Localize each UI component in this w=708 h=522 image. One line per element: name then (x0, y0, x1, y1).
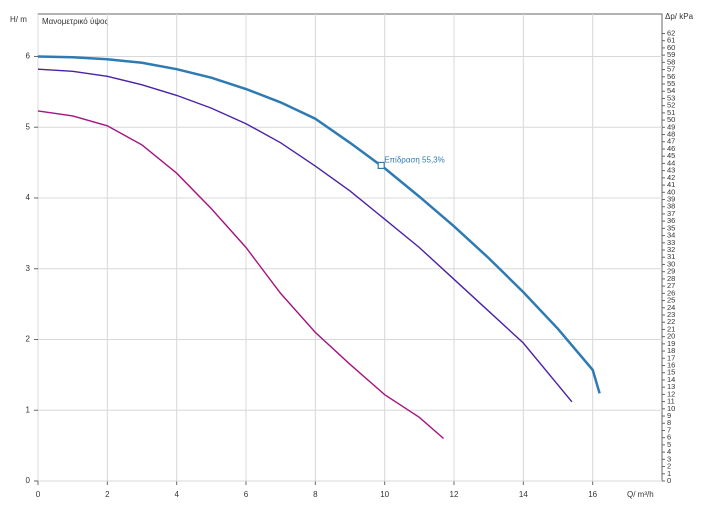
x-tick-label: 14 (519, 490, 528, 499)
x-tick-label: 4 (174, 490, 179, 499)
x-tick-label: 6 (244, 490, 249, 499)
y-tick-label: 6 (26, 52, 31, 61)
y-tick-label: 3 (26, 264, 31, 273)
y-tick-label: 4 (26, 193, 31, 202)
y2-tick-label: 48 (667, 130, 675, 139)
x-tick-label: 10 (380, 490, 389, 499)
y2-tick-label: 30 (667, 259, 675, 268)
y2-tick-label: 60 (667, 43, 675, 52)
y2-tick-label: 8 (667, 418, 671, 427)
y2-tick-label: 16 (667, 360, 675, 369)
x-tick-label: 2 (105, 490, 110, 499)
y2-tick-label: 6 (667, 433, 671, 442)
y2-tick-label: 32 (667, 245, 675, 254)
curve (37, 55, 601, 394)
annotation-marker (377, 161, 385, 170)
y2-tick-label: 15 (667, 368, 675, 377)
y-axis-label: H/ m (10, 15, 27, 24)
y2-tick-label: 39 (667, 194, 675, 203)
y-tick-label: 1 (26, 405, 31, 414)
y2-tick-label: 38 (667, 202, 675, 211)
plot-frame (37, 13, 663, 482)
y2-tick-label: 3 (667, 454, 671, 463)
y2-tick-label: 43 (667, 166, 675, 175)
y2-tick-label: 34 (667, 231, 675, 240)
y2-tick-label: 33 (667, 238, 675, 247)
y2-tick-label: 47 (667, 137, 675, 146)
y2-tick-label: 49 (667, 122, 675, 131)
chart-title: Μανομετρικό ύψος (42, 17, 109, 26)
y2-tick-label: 46 (667, 144, 675, 153)
y-tick-label: 0 (26, 476, 31, 485)
x-tick-label: 0 (36, 490, 41, 499)
y2-tick-label: 10 (667, 404, 675, 413)
y2-tick-label: 5 (667, 440, 671, 449)
y2-tick-label: 31 (667, 252, 675, 261)
y-tick-label: 5 (26, 122, 31, 131)
y2-tick-label: 9 (667, 411, 671, 420)
y2-tick-label: 26 (667, 288, 675, 297)
y2-tick-label: 28 (667, 274, 675, 283)
y2-tick-label: 50 (667, 115, 675, 124)
y2-tick-label: 24 (667, 303, 675, 312)
y2-tick-label: 51 (667, 108, 675, 117)
y2-tick-label: 14 (667, 375, 675, 384)
y2-tick-label: 20 (667, 332, 675, 341)
annotation-label: Επίδραση 55,3% (384, 156, 445, 165)
y2-tick-label: 62 (667, 28, 675, 37)
y2-axis-label: Δp/ kPa (665, 12, 694, 21)
y2-tick-label: 2 (667, 462, 671, 471)
y2-tick-label: 21 (667, 324, 675, 333)
y2-tick-label: 19 (667, 339, 675, 348)
y-tick-label: 2 (26, 335, 31, 344)
y2-tick-label: 27 (667, 281, 675, 290)
y2-tick-label: 61 (667, 36, 675, 45)
y2-tick-label: 56 (667, 72, 675, 81)
y2-tick-label: 22 (667, 317, 675, 326)
y2-tick-label: 58 (667, 57, 675, 66)
y2-tick-label: 13 (667, 382, 675, 391)
y2-tick-label: 42 (667, 173, 675, 182)
y2-tick-label: 23 (667, 310, 675, 319)
y2-tick-label: 11 (667, 397, 675, 406)
y2-tick-label: 35 (667, 223, 675, 232)
x-axis-label: Q/ m³/h (627, 490, 654, 499)
y2-tick-label: 59 (667, 50, 675, 59)
y2-tick-label: 0 (667, 476, 671, 485)
y2-tick-label: 55 (667, 79, 675, 88)
y2-tick-label: 25 (667, 296, 675, 305)
y2-tick-label: 54 (667, 86, 675, 95)
curve (37, 110, 445, 440)
y2-tick-label: 1 (667, 469, 671, 478)
y2-tick-label: 12 (667, 389, 675, 398)
y2-tick-label: 36 (667, 216, 675, 225)
y2-tick-label: 41 (667, 180, 675, 189)
y2-tick-label: 52 (667, 101, 675, 110)
x-tick-label: 12 (450, 490, 459, 499)
y2-tick-label: 17 (667, 353, 675, 362)
curve (37, 68, 573, 403)
y2-tick-label: 40 (667, 187, 675, 196)
y2-tick-label: 29 (667, 267, 675, 276)
y2-tick-label: 53 (667, 93, 675, 102)
y2-tick-label: 18 (667, 346, 675, 355)
x-tick-label: 16 (588, 490, 597, 499)
y2-tick-label: 45 (667, 151, 675, 160)
y2-tick-label: 44 (667, 158, 675, 167)
x-tick-label: 8 (313, 490, 318, 499)
y2-tick-label: 4 (667, 447, 671, 456)
y2-tick-label: 57 (667, 65, 675, 74)
y2-tick-label: 7 (667, 425, 671, 434)
y2-tick-label: 37 (667, 209, 675, 218)
